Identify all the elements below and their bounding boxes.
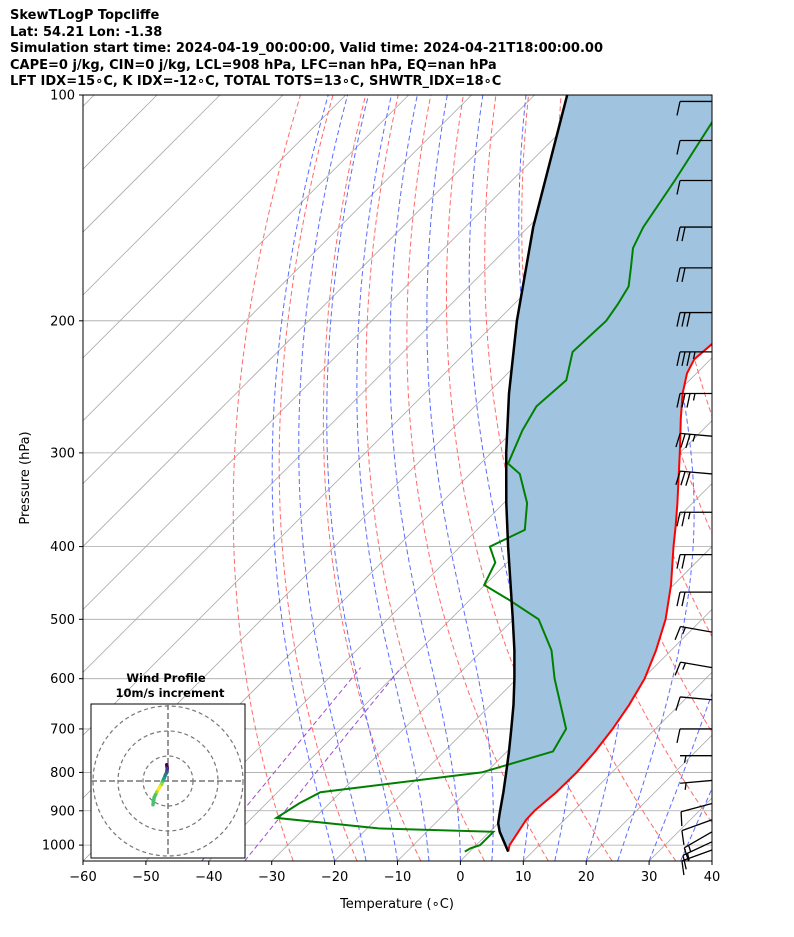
- x-tick-label: −20: [321, 870, 348, 885]
- x-tick-label: −40: [195, 870, 222, 885]
- x-tick-label: −50: [132, 870, 159, 885]
- cin-cape-shading: [498, 95, 712, 852]
- wind-barb: [676, 511, 712, 527]
- hodograph-segment: [151, 799, 156, 807]
- wind-barb: [683, 831, 713, 862]
- moist-adiabat-line: [271, 95, 336, 861]
- moist-adiabat-line: [356, 95, 430, 861]
- isotherm-line: [83, 95, 535, 548]
- dry-adiabat-line: [789, 95, 794, 861]
- y-tick-label: 500: [50, 613, 75, 628]
- dry-adiabat-line: [446, 95, 613, 861]
- y-tick-label: 900: [50, 804, 75, 819]
- wind-barb: [676, 139, 712, 155]
- x-axis-label: Temperature (∘C): [339, 897, 454, 912]
- dry-adiabat-line: [757, 95, 794, 861]
- wind-barb: [676, 226, 712, 242]
- wind-barb: [675, 470, 713, 486]
- wind-barb: [676, 728, 712, 744]
- dry-adiabat-line: [365, 95, 485, 861]
- wind-barb: [676, 591, 712, 607]
- moist-adiabat-line: [426, 95, 494, 861]
- params-line: CAPE=0 j/kg, CIN=0 j/kg, LCL=908 hPa, LF…: [10, 57, 497, 73]
- y-tick-label: 200: [50, 314, 75, 329]
- chart-title: SkewTLogP Topcliffe: [10, 8, 160, 23]
- dewpoint-profile: [273, 120, 712, 853]
- x-tick-label: −60: [69, 870, 96, 885]
- x-tick-label: −30: [258, 870, 285, 885]
- dry-adiabat-line: [278, 95, 358, 861]
- moist-adiabat-line: [711, 859, 712, 861]
- y-tick-label: 1000: [42, 839, 75, 854]
- wind-barb: [676, 267, 712, 282]
- isotherm-line: [83, 95, 472, 485]
- moist-adiabat-line: [617, 95, 695, 861]
- x-tick-label: 30: [641, 870, 658, 885]
- hodograph-title: Wind Profile: [126, 671, 206, 685]
- dry-adiabat-line: [232, 95, 301, 861]
- wind-barb: [676, 554, 712, 569]
- y-tick-label: 100: [50, 89, 75, 104]
- wind-barb: [676, 392, 712, 408]
- isotherm-line: [83, 95, 347, 359]
- wind-barb: [674, 625, 713, 641]
- isotherm-line: [711, 860, 712, 861]
- moist-adiabat-line: [680, 787, 712, 861]
- x-tick-label: 40: [704, 870, 721, 885]
- isotherm-line: [523, 671, 712, 861]
- isotherm-line: [83, 95, 598, 610]
- y-tick-label: 700: [50, 722, 75, 737]
- y-tick-label: 400: [50, 540, 75, 555]
- wind-barb: [681, 849, 713, 876]
- moist-adiabat-line: [298, 95, 367, 861]
- isotherm-line: [83, 95, 409, 422]
- wind-barb: [676, 351, 712, 366]
- x-tick-label: 0: [456, 870, 464, 885]
- isotherm-line: [83, 95, 221, 233]
- wind-barb: [680, 802, 713, 827]
- y-axis-label: Pressure (hPa): [18, 431, 33, 524]
- wind-barb: [681, 819, 713, 845]
- location-line: Lat: 54.21 Lon: -1.38: [10, 24, 163, 40]
- wind-barb: [680, 755, 712, 763]
- wind-barb: [680, 779, 713, 790]
- isotherm-line: [83, 95, 661, 673]
- wind-barb: [675, 696, 713, 711]
- isotherm-line: [83, 95, 95, 107]
- parcel-profile: [496, 95, 569, 853]
- wind-barb: [675, 432, 713, 449]
- isotherm-line: [334, 483, 712, 861]
- wind-barb: [676, 179, 712, 195]
- header: SkewTLogP Topcliffe Lat: 54.21 Lon: -1.3…: [10, 8, 603, 91]
- isotherm-line: [775, 95, 794, 861]
- x-tick-label: −10: [384, 870, 411, 885]
- mixing-ratio-line: [244, 667, 402, 861]
- dry-adiabat-line: [658, 95, 712, 418]
- y-tick-label: 800: [50, 766, 75, 781]
- time-line: Simulation start time: 2024-04-19_00:00:…: [10, 41, 603, 56]
- x-tick-label: 10: [515, 870, 532, 885]
- isotherm-line: [83, 95, 284, 296]
- wind-barb: [676, 100, 712, 116]
- wind-barb: [676, 311, 712, 327]
- wind-barb: [682, 841, 713, 870]
- indices-line: LFT IDX=15∘C, K IDX=-12∘C, TOTAL TOTS=13…: [10, 74, 502, 89]
- dry-adiabat-line: [322, 95, 422, 861]
- y-tick-label: 300: [50, 446, 75, 461]
- wind-barb: [674, 661, 713, 676]
- moist-adiabat-line: [648, 691, 712, 861]
- x-tick-label: 20: [578, 870, 595, 885]
- dry-adiabat-line: [724, 95, 794, 861]
- hodograph-subtitle: 10m/s increment: [116, 686, 225, 700]
- y-tick-label: 600: [50, 672, 75, 687]
- moist-adiabat-line: [326, 95, 398, 861]
